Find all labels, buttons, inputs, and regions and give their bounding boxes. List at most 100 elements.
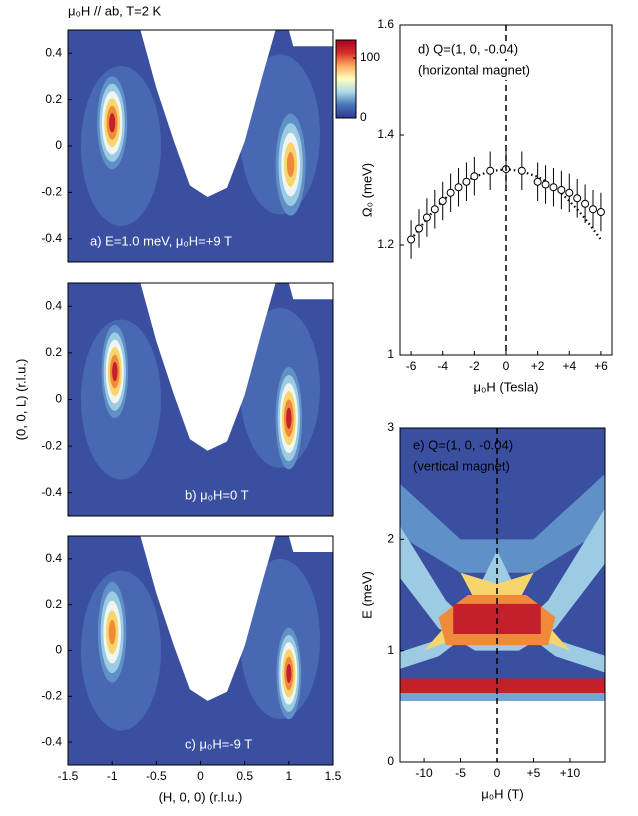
y-tick-label: 0.4 — [45, 551, 62, 565]
data-point — [565, 188, 574, 197]
x-tick-label: 0 — [503, 359, 510, 373]
x-tick-label: +10 — [560, 766, 581, 780]
x-tick-label: +5 — [527, 766, 541, 780]
annotation: d) Q=(1, 0, -0.04) — [418, 41, 518, 56]
x-tick-label: 0 — [197, 769, 204, 783]
y-tick-label: 0 — [55, 138, 62, 152]
intensity-region — [400, 692, 605, 701]
y-tick-label: -0.2 — [41, 688, 62, 702]
panel: b) μ₀H=0 T -0.4 -0.2 0 0.2 0.4 (0, 0, L) (r.l.… — [13, 282, 334, 517]
x-tick-label: -0.5 — [146, 769, 167, 783]
plot-area — [400, 428, 605, 762]
data-point — [430, 205, 439, 214]
y-tick-label: 0 — [387, 754, 394, 768]
data-point — [541, 180, 550, 189]
data-point — [422, 213, 431, 222]
plot-area — [68, 30, 333, 262]
x-axis-label: μ₀H (Tesla) — [474, 379, 539, 394]
plot-area — [407, 25, 605, 355]
colorbar-tick-label: 0 — [360, 110, 367, 124]
y-tick-label: 2 — [387, 532, 394, 546]
intensity-spot — [112, 361, 118, 382]
data-point — [407, 235, 416, 244]
data-point — [470, 172, 479, 181]
annotation: c) μ₀H=-9 T — [185, 736, 252, 751]
intensity-spot — [108, 619, 116, 645]
data-point — [533, 177, 542, 186]
panel: 0 100 a) E=1.0 meV, μ₀H=+9 T -0.4 -0.2 0 0.2 0.… — [41, 29, 380, 263]
colorbar-tick-label: 100 — [360, 50, 380, 64]
y-tick-label: -0.2 — [41, 438, 62, 452]
empty-region — [140, 283, 276, 451]
x-tick-label: 0.5 — [236, 769, 253, 783]
y-tick-label: -0.4 — [41, 231, 62, 245]
plot-area — [68, 283, 333, 516]
data-point — [454, 183, 463, 192]
empty-region — [288, 536, 333, 553]
y-tick-label: 1.6 — [377, 17, 394, 31]
y-tick-label: 1 — [387, 347, 394, 361]
empty-region — [140, 536, 276, 701]
y-tick-label: 0.2 — [45, 345, 62, 359]
data-point — [589, 205, 598, 214]
intensity-spot — [286, 663, 292, 683]
intensity-spot — [286, 152, 295, 178]
x-tick-label: -10 — [415, 766, 433, 780]
annotation: (horizontal magnet) — [418, 62, 530, 77]
y-tick-label: 0 — [55, 392, 62, 406]
panel: c) μ₀H=-9 T -0.4 -0.2 0 0.2 0.4 -1.5 -1 -0.5 0 0.5… — [41, 535, 342, 804]
x-tick-label: +6 — [594, 359, 608, 373]
empty-region — [288, 283, 333, 300]
x-axis-label: (H, 0, 0) (r.l.u.) — [159, 789, 243, 804]
axes-frame — [399, 427, 606, 763]
panel: 1 1.2 1.4 1.6 -6 -4 -2 0 +2 +4 +6 μ₀H (Tesla) Ω₀ (me… — [359, 17, 613, 394]
annotation: a) E=1.0 meV, μ₀H=+9 T — [90, 233, 232, 248]
empty-region — [288, 30, 333, 47]
data-point — [517, 166, 526, 175]
intensity-spot — [286, 407, 292, 429]
intensity-region — [400, 473, 605, 573]
y-axis-label: Ω₀ (meV) — [359, 163, 374, 217]
annotation-bg — [416, 41, 566, 59]
x-tick-label: 1.5 — [325, 769, 342, 783]
intensity-region — [400, 678, 605, 693]
colorbar — [335, 39, 357, 119]
y-tick-label: -0.2 — [41, 185, 62, 199]
x-tick-label: -2 — [469, 359, 480, 373]
x-axis-label: μ₀H (T) — [481, 786, 524, 801]
y-tick-label: 1.2 — [377, 237, 394, 251]
y-tick-label: 0.4 — [45, 45, 62, 59]
intensity-spot — [109, 113, 116, 133]
data-point — [549, 183, 558, 192]
annotation: b) μ₀H=0 T — [185, 487, 249, 502]
data-point — [573, 194, 582, 203]
y-tick-label: 1 — [387, 643, 394, 657]
y-axis-label: E (meV) — [359, 571, 374, 619]
y-tick-label: 0.2 — [45, 92, 62, 106]
data-point — [596, 208, 605, 216]
y-tick-label: 0.2 — [45, 597, 62, 611]
annotation: e) Q=(1, 0, -0.04) — [413, 437, 513, 452]
x-tick-label: -1.5 — [58, 769, 79, 783]
y-tick-label: 1.4 — [377, 127, 394, 141]
data-point — [414, 224, 423, 233]
x-tick-label: 1 — [285, 769, 292, 783]
data-point — [557, 186, 566, 194]
data-point — [438, 197, 447, 205]
y-axis-label: (0, 0, L) (r.l.u.) — [13, 359, 28, 441]
plot-area — [68, 536, 333, 765]
y-tick-label: 0.4 — [45, 298, 62, 312]
y-tick-label: -0.4 — [41, 734, 62, 748]
data-point — [581, 199, 590, 208]
x-tick-label: -4 — [437, 359, 448, 373]
data-point — [486, 166, 495, 175]
y-tick-label: -0.4 — [41, 485, 62, 499]
x-tick-label: +4 — [562, 359, 576, 373]
annotation-bg — [416, 62, 566, 80]
x-tick-label: -5 — [455, 766, 466, 780]
x-tick-label: -1 — [107, 769, 118, 783]
y-tick-label: 3 — [387, 420, 394, 434]
figure-header: μ₀H // ab, T=2 K — [68, 3, 162, 18]
annotation: (vertical magnet) — [413, 458, 510, 473]
